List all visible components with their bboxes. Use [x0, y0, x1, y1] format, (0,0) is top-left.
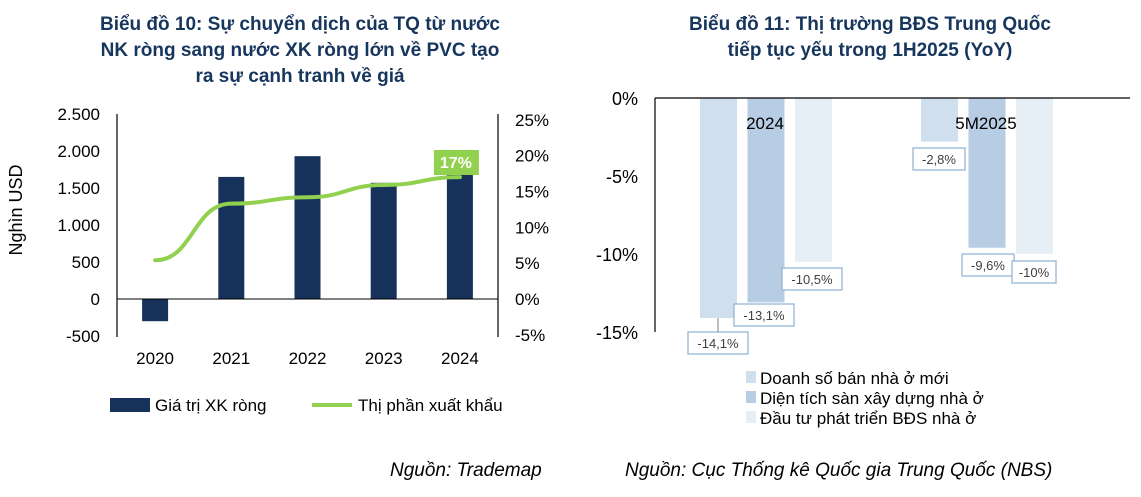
left-title-line: ra sự cạnh tranh về giá [195, 66, 405, 87]
y-tick-label: 0% [612, 89, 638, 109]
bar [1016, 98, 1053, 254]
y-tick-label: 2.500 [57, 105, 100, 124]
bar [795, 98, 832, 262]
y2-tick-label: -5% [515, 326, 545, 345]
x-tick-label: 2021 [212, 349, 250, 368]
y-tick-label: 500 [72, 253, 100, 272]
y-tick-label: 1.500 [57, 179, 100, 198]
y-axis-title: Nghìn USD [6, 164, 26, 255]
legend-label: Doanh số bán nhà ở mới [760, 369, 949, 388]
right-title-line: Biểu đồ 11: Thị trường BĐS Trung Quốc [689, 14, 1051, 35]
data-label-box [912, 147, 966, 171]
bar [747, 98, 785, 303]
legend-swatch [746, 371, 756, 383]
data-label: 17% [440, 155, 472, 172]
legend-label: Diện tích sàn xây dựng nhà ở [760, 389, 984, 408]
legend-swatch-bar [110, 398, 150, 412]
bar [968, 98, 1006, 248]
data-label: -14,1% [697, 336, 739, 351]
data-label-box [733, 303, 795, 327]
legend-label: Giá trị XK ròng [155, 396, 267, 415]
x-tick-label: 2023 [365, 349, 403, 368]
data-label-box [433, 150, 479, 175]
data-label: -2,8% [922, 152, 956, 167]
left-title-line: NK ròng sang nước XK ròng lớn về PVC tạo [100, 40, 500, 61]
y-tick-label: -15% [596, 323, 638, 343]
y2-tick-label: 20% [515, 147, 549, 166]
bar [142, 299, 169, 322]
y-tick-label: -500 [66, 327, 100, 346]
data-label: -10,5% [791, 272, 833, 287]
category-label: 2024 [746, 114, 784, 133]
y2-tick-label: 0% [515, 290, 540, 309]
x-tick-label: 2020 [136, 349, 174, 368]
x-tick-label: 2022 [289, 349, 327, 368]
legend-label: Đầu tư phát triển BĐS nhà ở [760, 409, 976, 428]
left-title-line: Biểu đồ 10: Sự chuyển dịch của TQ từ nướ… [99, 14, 500, 35]
y2-tick-label: 15% [515, 183, 549, 202]
data-label: -13,1% [743, 308, 785, 323]
category-label: 5M2025 [955, 114, 1016, 133]
data-label-box [781, 267, 843, 291]
y2-tick-label: 5% [515, 254, 540, 273]
left-chart-title: Biểu đồ 10: Sự chuyển dịch của TQ từ nướ… [40, 12, 560, 90]
bar [218, 176, 245, 299]
y-tick-label: -10% [596, 245, 638, 265]
y-tick-label: 0 [91, 290, 100, 309]
right-title-line: tiếp tục yếu trong 1H2025 (YoY) [727, 40, 1013, 61]
data-label-box [1011, 260, 1057, 284]
bar [921, 98, 958, 142]
bar [700, 98, 737, 318]
y2-tick-label: 10% [515, 218, 549, 237]
bar [446, 173, 473, 299]
x-tick-label: 2024 [441, 349, 479, 368]
bar [370, 182, 397, 299]
y2-tick-label: 25% [515, 111, 549, 130]
y-tick-label: -5% [606, 167, 638, 187]
right-source: Nguồn: Cục Thống kê Quốc gia Trung Quốc … [625, 460, 1053, 481]
data-label: -9,6% [971, 258, 1005, 273]
left-source: Nguồn: Trademap [390, 460, 542, 481]
series-line [153, 175, 462, 263]
y-tick-label: 2.000 [57, 142, 100, 161]
right-chart-title: Biểu đồ 11: Thị trường BĐS Trung Quốc ti… [600, 12, 1140, 64]
bar [294, 156, 321, 299]
legend-swatch [746, 391, 756, 403]
data-label: -10% [1019, 265, 1050, 280]
legend-swatch [746, 411, 756, 423]
legend-label: Thị phần xuất khẩu [358, 396, 503, 415]
y-tick-label: 1.000 [57, 216, 100, 235]
